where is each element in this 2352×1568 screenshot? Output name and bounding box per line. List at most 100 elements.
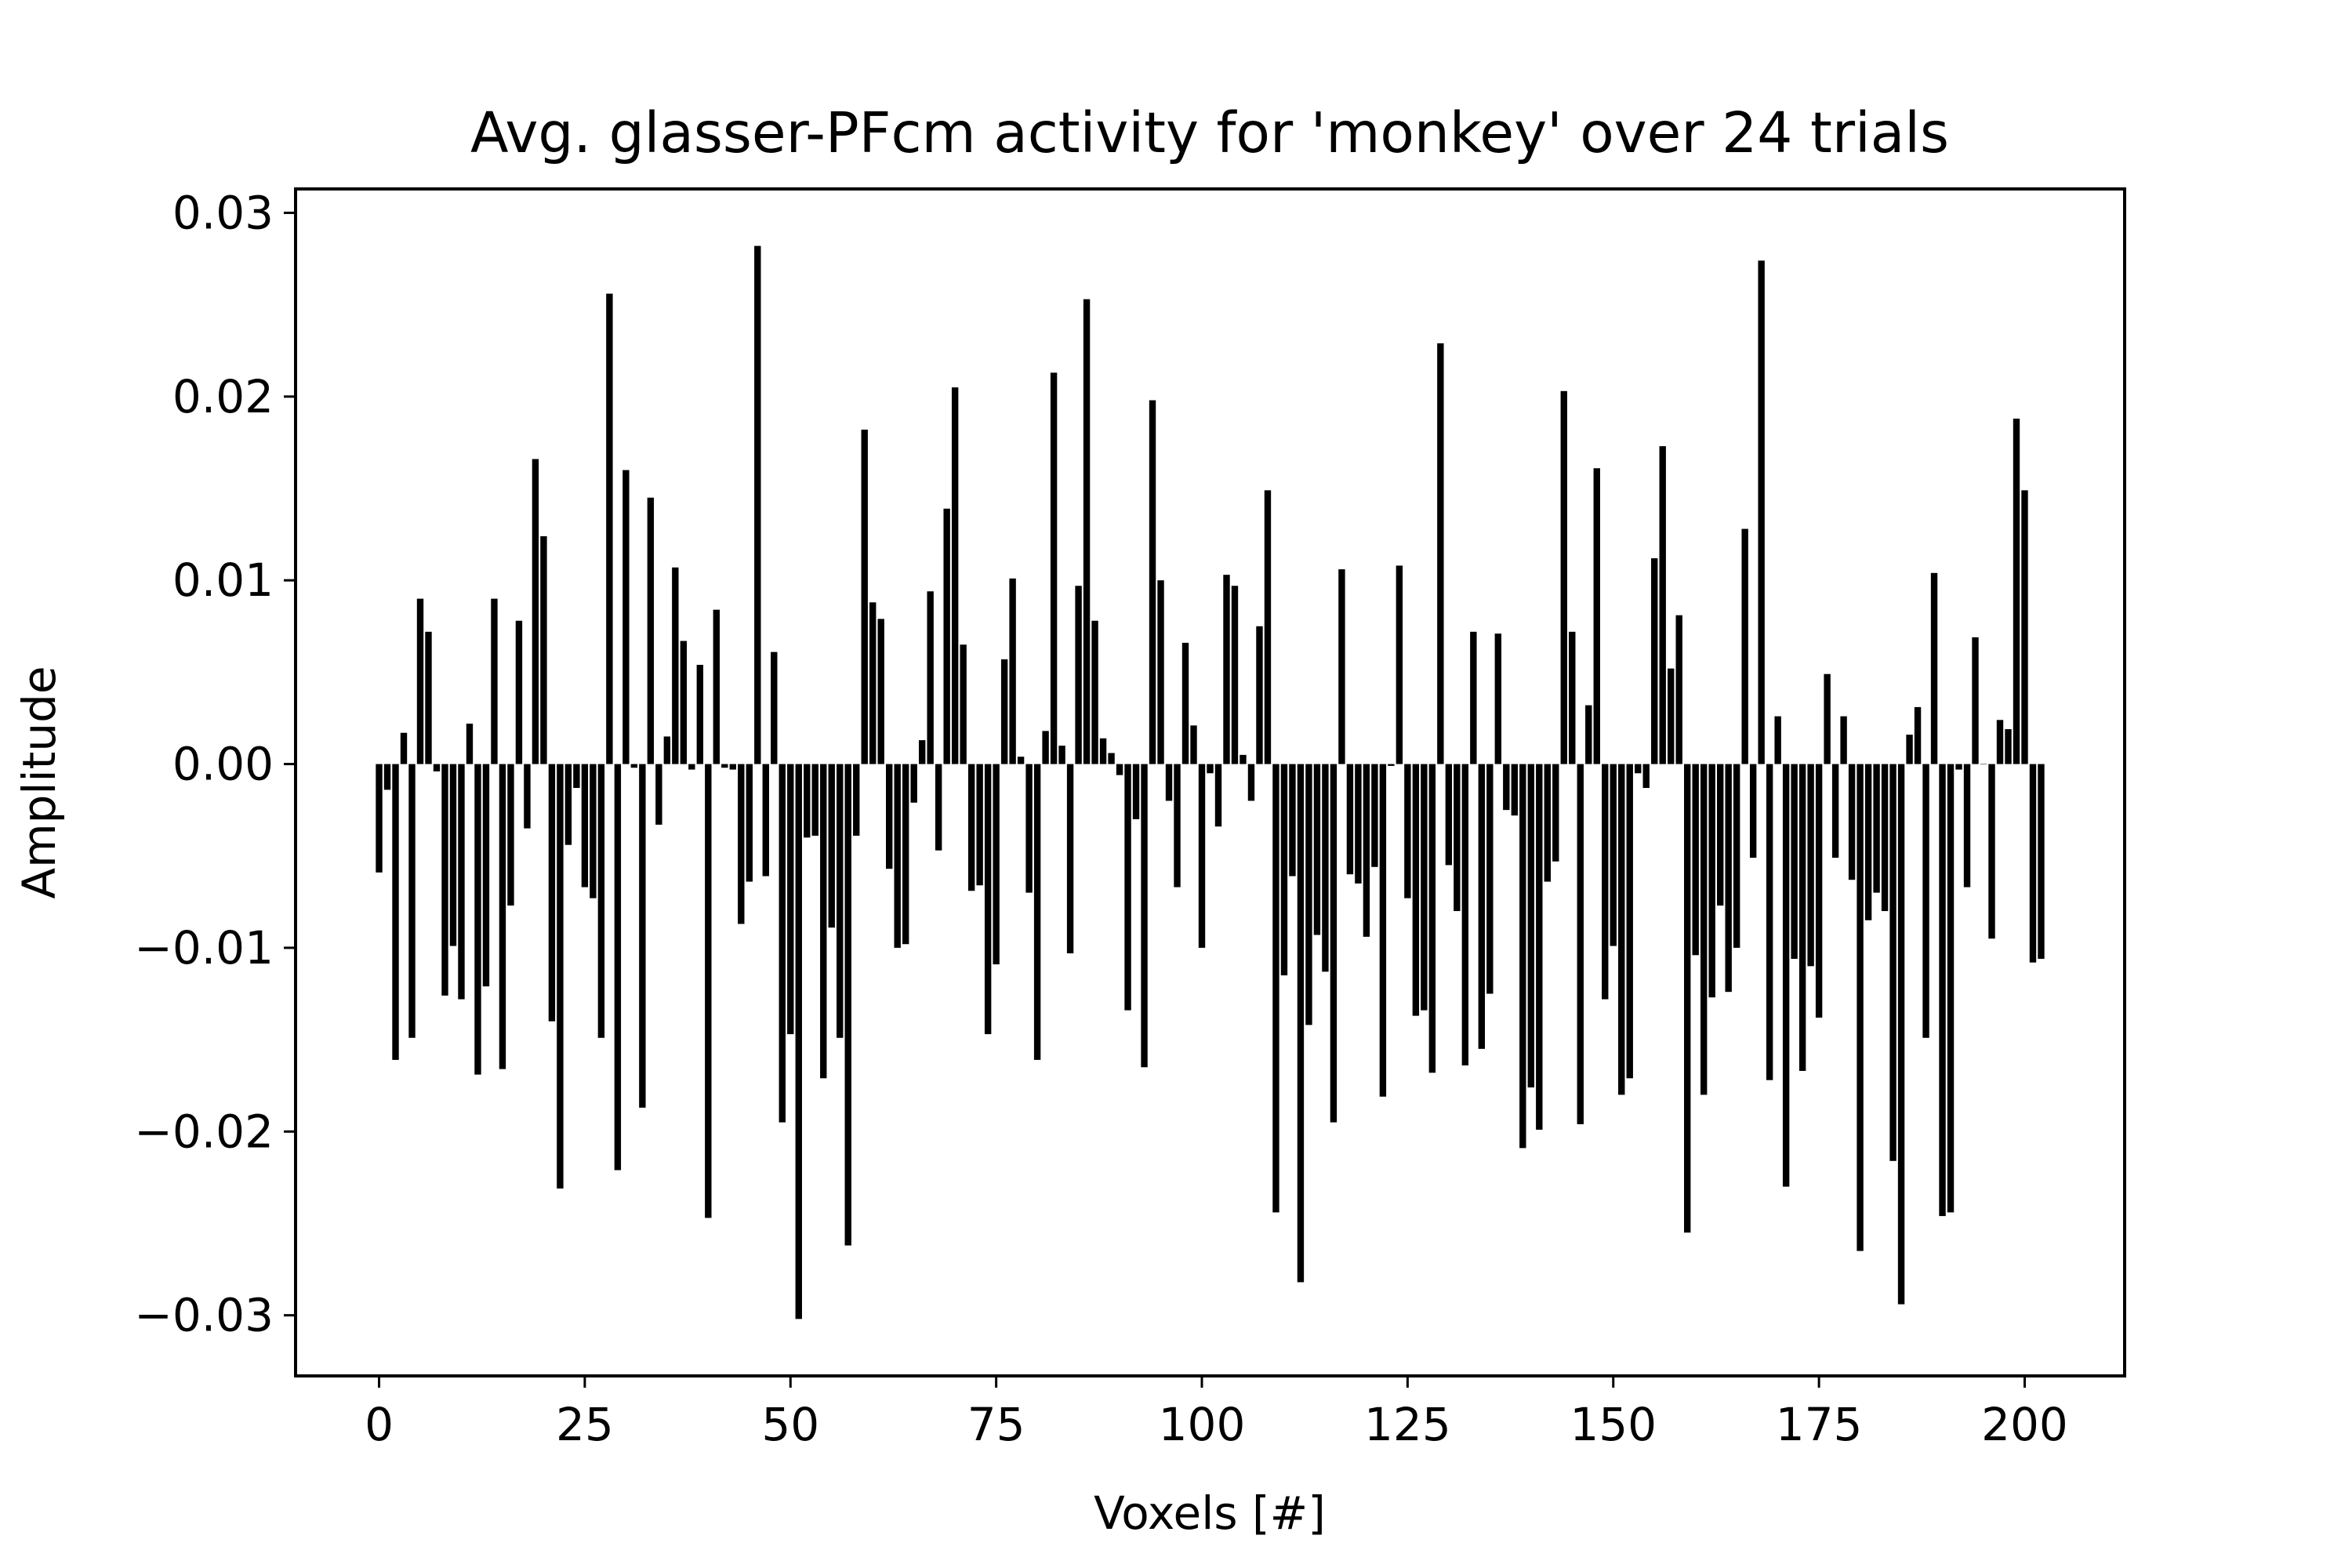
bar-voxel-143 xyxy=(1552,764,1559,862)
bar-voxel-172 xyxy=(1791,764,1798,959)
bar-voxel-151 xyxy=(1618,764,1625,1095)
bar-voxel-37 xyxy=(680,641,688,764)
bar-voxel-147 xyxy=(1585,705,1592,764)
bar-voxel-137 xyxy=(1503,764,1510,811)
bar-voxel-196 xyxy=(1988,764,1995,939)
bar-voxel-131 xyxy=(1454,764,1461,912)
bar-voxel-182 xyxy=(1873,764,1880,893)
bar-voxel-52 xyxy=(804,764,811,838)
bars-group xyxy=(376,245,2045,1319)
bar-voxel-186 xyxy=(1906,735,1913,764)
bar-voxel-26 xyxy=(590,764,597,898)
bar-voxel-44 xyxy=(738,764,745,924)
bar-voxel-174 xyxy=(1807,764,1814,967)
bar-voxel-16 xyxy=(507,764,514,906)
bar-voxel-89 xyxy=(1108,753,1115,764)
bar-voxel-200 xyxy=(2021,490,2028,764)
bar-voxel-142 xyxy=(1544,764,1551,882)
bar-voxel-21 xyxy=(548,764,556,1022)
bar-voxel-75 xyxy=(993,764,1000,965)
bar-voxel-13 xyxy=(482,764,490,987)
bar-voxel-88 xyxy=(1099,738,1107,764)
bar-voxel-12 xyxy=(474,764,481,1075)
x-tick-label: 175 xyxy=(1776,1398,1863,1451)
bar-voxel-94 xyxy=(1149,400,1156,764)
bar-voxel-90 xyxy=(1116,764,1123,775)
bar-voxel-22 xyxy=(557,764,564,1189)
bar-voxel-35 xyxy=(663,736,671,764)
bar-voxel-66 xyxy=(918,740,926,764)
bar-voxel-122 xyxy=(1379,764,1387,1097)
bar-voxel-201 xyxy=(2029,764,2037,963)
bar-voxel-193 xyxy=(1963,764,1971,887)
bar-voxel-187 xyxy=(1914,706,1922,764)
bar-voxel-4 xyxy=(408,764,416,1038)
bar-voxel-17 xyxy=(515,620,523,764)
bar-voxel-28 xyxy=(606,293,613,764)
bar-voxel-5 xyxy=(416,598,424,764)
bar-voxel-110 xyxy=(1280,764,1288,976)
bar-voxel-76 xyxy=(1000,659,1008,764)
bar-voxel-100 xyxy=(1198,764,1206,948)
x-tick-label: 200 xyxy=(1981,1398,2068,1451)
bar-voxel-128 xyxy=(1428,764,1436,1073)
bar-voxel-30 xyxy=(622,470,630,764)
bar-voxel-2 xyxy=(392,764,399,1060)
bar-voxel-140 xyxy=(1527,764,1534,1088)
bar-voxel-98 xyxy=(1181,642,1189,764)
x-tick-label: 100 xyxy=(1159,1398,1246,1451)
plot-frame xyxy=(294,187,2126,1377)
x-tick-label: 50 xyxy=(761,1398,819,1451)
bar-voxel-152 xyxy=(1626,764,1633,1079)
bar-voxel-189 xyxy=(1930,572,1938,764)
bar-voxel-112 xyxy=(1297,764,1305,1283)
bar-voxel-202 xyxy=(2038,764,2045,959)
bar-voxel-97 xyxy=(1174,764,1181,887)
bar-voxel-119 xyxy=(1355,764,1362,884)
bar-voxel-102 xyxy=(1214,764,1222,827)
bar-voxel-23 xyxy=(564,764,572,845)
bar-voxel-99 xyxy=(1190,725,1197,764)
bar-voxel-132 xyxy=(1461,764,1469,1065)
bar-voxel-192 xyxy=(1955,764,1962,770)
bar-voxel-134 xyxy=(1478,764,1486,1049)
y-tick-label: 0.03 xyxy=(172,186,274,239)
bar-voxel-87 xyxy=(1091,620,1098,764)
x-tick-label: 25 xyxy=(556,1398,614,1451)
bar-voxel-173 xyxy=(1798,764,1806,1071)
y-tick-label: 0.00 xyxy=(172,738,274,791)
bar-voxel-42 xyxy=(721,764,728,768)
bar-voxel-77 xyxy=(1009,578,1016,764)
bar-voxel-57 xyxy=(844,764,851,1246)
bar-voxel-11 xyxy=(466,724,474,764)
bar-voxel-113 xyxy=(1305,764,1312,1025)
bar-voxel-188 xyxy=(1922,764,1929,1038)
bar-voxel-133 xyxy=(1470,631,1477,764)
bar-voxel-78 xyxy=(1017,757,1025,764)
bar-voxel-177 xyxy=(1831,764,1839,858)
x-axis-label: Voxels [#] xyxy=(1094,1486,1326,1540)
bar-voxel-162 xyxy=(1708,764,1715,998)
bar-voxel-64 xyxy=(902,764,909,945)
bar-voxel-0 xyxy=(376,764,383,873)
bar-voxel-155 xyxy=(1651,558,1658,764)
bar-voxel-19 xyxy=(532,459,539,764)
bar-voxel-179 xyxy=(1848,764,1856,880)
bar-voxel-167 xyxy=(1749,764,1757,858)
bar-voxel-70 xyxy=(951,387,959,764)
bar-voxel-29 xyxy=(614,764,622,1171)
bar-voxel-39 xyxy=(696,665,704,764)
bar-voxel-10 xyxy=(458,764,465,1000)
bar-voxel-83 xyxy=(1058,746,1065,764)
bar-voxel-95 xyxy=(1157,580,1164,764)
bar-voxel-45 xyxy=(746,764,753,882)
bar-voxel-129 xyxy=(1437,343,1444,764)
bar-voxel-34 xyxy=(655,764,662,825)
bar-voxel-74 xyxy=(984,764,992,1035)
bar-voxel-72 xyxy=(967,764,975,891)
bar-voxel-158 xyxy=(1675,615,1682,764)
bar-voxel-146 xyxy=(1577,764,1584,1124)
bar-voxel-48 xyxy=(771,652,778,764)
bar-voxel-191 xyxy=(1947,764,1955,1213)
bar-voxel-164 xyxy=(1725,764,1732,993)
